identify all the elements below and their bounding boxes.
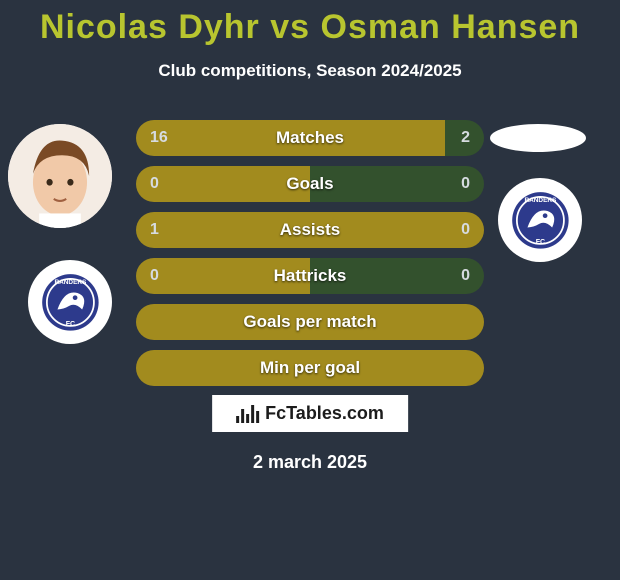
club-crest-icon: RANDERS FC [511,191,570,250]
svg-text:RANDERS: RANDERS [524,197,557,204]
title-vs: vs [270,8,310,46]
watermark-text: FcTables.com [265,403,384,424]
player2-club-badge: RANDERS FC [498,178,582,262]
page-title: Nicolas Dyhr vs Osman Hansen [0,0,620,47]
stat-row: 00Hattricks [136,258,484,294]
stat-row: Goals per match [136,304,484,340]
face-placeholder-icon [8,124,112,228]
svg-text:FC: FC [535,239,544,246]
player1-club-badge: RANDERS FC [28,260,112,344]
bar-label: Matches [136,120,484,156]
stat-row: Min per goal [136,350,484,386]
stat-row: 10Assists [136,212,484,248]
watermark: FcTables.com [212,395,408,432]
date: 2 march 2025 [0,452,620,473]
svg-text:FC: FC [65,321,74,328]
club-crest-icon: RANDERS FC [41,273,100,332]
subtitle: Club competitions, Season 2024/2025 [0,61,620,81]
comparison-card: Nicolas Dyhr vs Osman Hansen Club compet… [0,0,620,580]
player1-avatar [8,124,112,228]
bar-label: Hattricks [136,258,484,294]
player2-avatar [490,124,586,152]
stat-row: 162Matches [136,120,484,156]
bar-label: Goals per match [136,304,484,340]
bar-label: Goals [136,166,484,202]
svg-text:RANDERS: RANDERS [54,279,87,286]
bar-label: Min per goal [136,350,484,386]
chart-bars-icon [236,405,259,423]
title-player2: Osman Hansen [321,8,581,46]
stats-bars: 162Matches 00Goals 10Assists 00Hattricks Goa… [136,120,484,396]
bar-label: Assists [136,212,484,248]
title-player1: Nicolas Dyhr [40,8,260,46]
stat-row: 00Goals [136,166,484,202]
